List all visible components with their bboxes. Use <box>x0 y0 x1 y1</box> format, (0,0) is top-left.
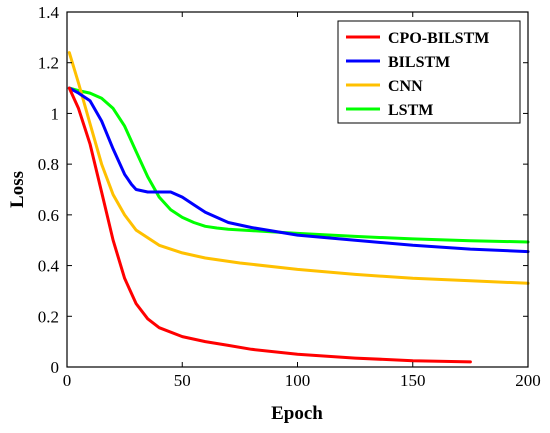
series-line-lstm <box>67 86 530 244</box>
ticks-layer: 0 50 100 150 200 0 0.2 0.4 0.6 0.8 1 1.2 1.4 <box>38 3 541 390</box>
legend-label-cnn: CNN <box>388 78 423 95</box>
x-tick-label: 150 <box>400 371 426 390</box>
x-axis-title: Epoch <box>271 403 323 424</box>
y-tick-label: 0 <box>51 358 60 377</box>
y-axis-title: Loss <box>7 171 28 208</box>
series-line-cnn <box>67 51 530 285</box>
x-tick-label: 0 <box>63 371 72 390</box>
x-tick-label: 200 <box>515 371 541 390</box>
legend: CPO-BILSTM BILSTM CNN LSTM <box>337 20 521 124</box>
legend-label-cpo-bilstm: CPO-BILSTM <box>388 30 489 47</box>
y-tick-label: 0.8 <box>38 155 59 174</box>
y-tick-label: 0.6 <box>38 206 59 225</box>
x-tick-label: 50 <box>174 371 191 390</box>
y-tick-label: 0.4 <box>38 257 60 276</box>
series-line-cpo-bilstm <box>67 86 472 364</box>
y-tick-label: 1.2 <box>38 54 59 73</box>
y-tick-label: 1.4 <box>38 3 60 22</box>
x-tick-label: 100 <box>285 371 311 390</box>
legend-label-lstm: LSTM <box>388 102 433 119</box>
y-tick-label: 1 <box>51 104 60 123</box>
y-tick-label: 0.2 <box>38 307 59 326</box>
series-layer <box>67 51 530 364</box>
series-line-bilstm <box>67 86 530 254</box>
legend-label-bilstm: BILSTM <box>388 54 450 71</box>
